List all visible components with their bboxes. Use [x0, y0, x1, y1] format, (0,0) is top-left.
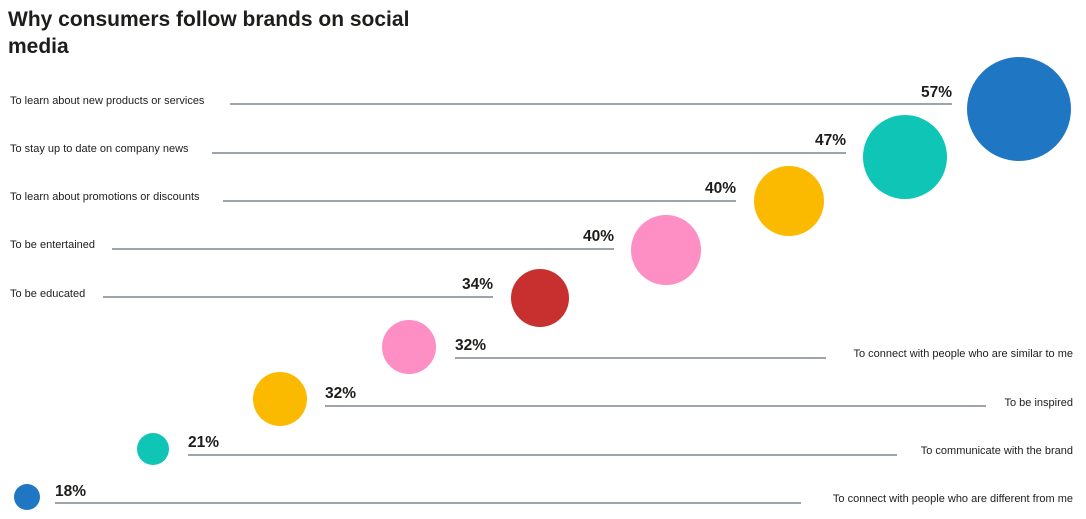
reason-label: To be entertained — [10, 239, 95, 251]
reason-row: To be inspired 32% — [253, 372, 1073, 426]
value-label: 21% — [188, 434, 219, 451]
value-label: 57% — [921, 84, 952, 101]
value-label: 32% — [455, 337, 486, 354]
reason-label: To connect with people who are different… — [833, 493, 1073, 505]
reason-row: To stay up to date on company news 47% — [10, 115, 947, 199]
value-label: 40% — [705, 180, 736, 197]
value-bubble — [511, 269, 569, 327]
value-label: 34% — [462, 276, 493, 293]
value-label: 32% — [325, 385, 356, 402]
value-bubble — [863, 115, 947, 199]
reason-row: To connect with people who are similar t… — [382, 320, 1073, 374]
reason-row: To connect with people who are different… — [14, 483, 1073, 510]
value-bubble — [967, 57, 1071, 161]
reason-label: To communicate with the brand — [921, 445, 1073, 457]
reason-label: To stay up to date on company news — [10, 143, 189, 155]
value-bubble — [631, 215, 701, 285]
value-bubble — [754, 166, 824, 236]
reason-row: To communicate with the brand 21% — [137, 433, 1073, 465]
reason-row: To be entertained 40% — [10, 215, 701, 285]
reason-label: To learn about new products or services — [10, 95, 205, 107]
reason-label: To be educated — [10, 288, 85, 300]
reason-row: To be educated 34% — [10, 269, 569, 327]
reason-label: To learn about promotions or discounts — [10, 191, 200, 203]
value-label: 18% — [55, 483, 86, 500]
value-bubble — [253, 372, 307, 426]
value-bubble — [137, 433, 169, 465]
value-label: 47% — [815, 132, 846, 149]
reason-label: To connect with people who are similar t… — [854, 348, 1074, 360]
value-label: 40% — [583, 228, 614, 245]
value-bubble — [382, 320, 436, 374]
reason-row: To learn about new products or services 5… — [10, 57, 1071, 161]
reason-label: To be inspired — [1005, 397, 1074, 409]
value-bubble — [14, 484, 40, 510]
reason-row: To learn about promotions or discounts 40… — [10, 166, 824, 236]
chart-title: Why consumers follow brands on social me… — [8, 8, 410, 58]
